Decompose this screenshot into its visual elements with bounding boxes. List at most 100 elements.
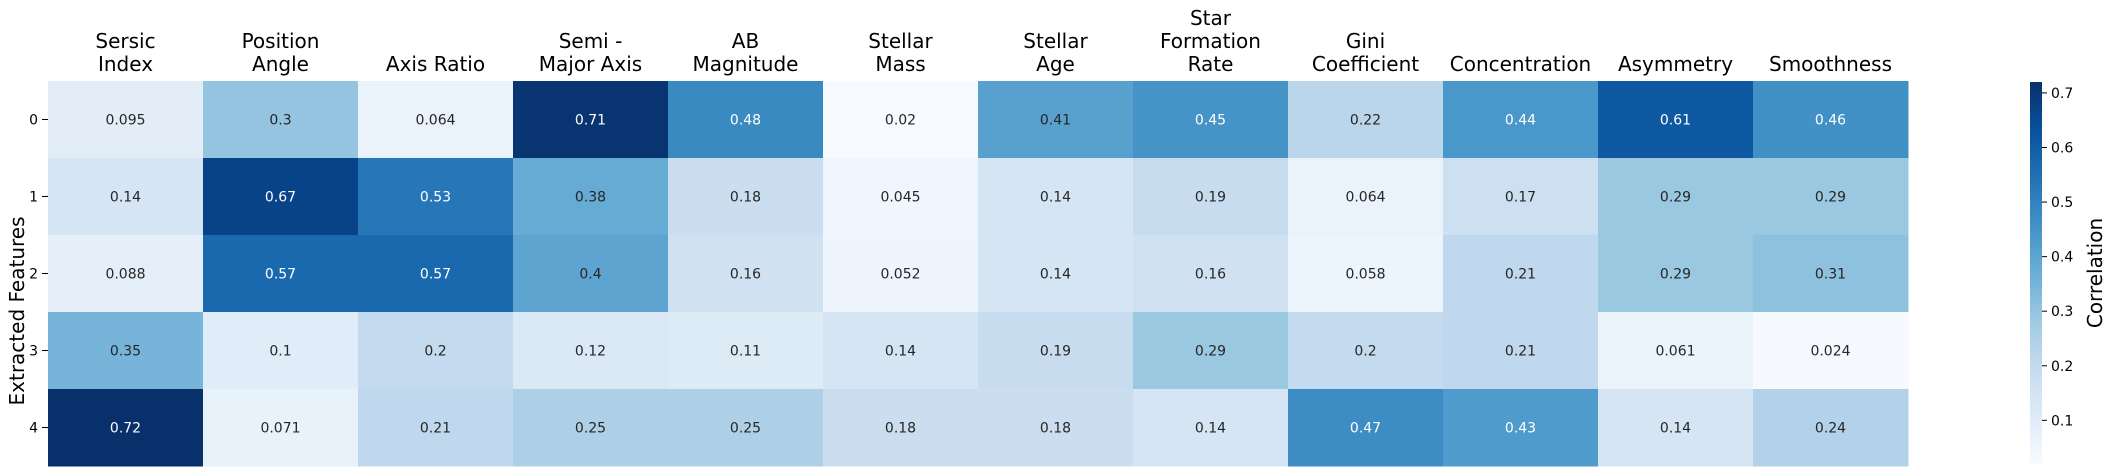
heatmap-cell — [1288, 81, 1444, 159]
heatmap-cell — [1598, 312, 1754, 390]
heatmap-cell — [668, 312, 824, 390]
column-label: Position — [242, 29, 320, 53]
cell-value-label: 0.12 — [575, 344, 606, 360]
cell-value-label: 0.14 — [1660, 421, 1691, 437]
cell-value-label: 0.22 — [1350, 113, 1381, 129]
cell-value-label: 0.29 — [1195, 344, 1226, 360]
cell-value-label: 0.35 — [110, 344, 141, 360]
cell-value-label: 0.25 — [730, 421, 761, 437]
heatmap-cell — [1753, 158, 1909, 236]
heatmap-cell — [823, 235, 979, 313]
row-label: 1 — [29, 190, 38, 206]
heatmap-cell — [1133, 235, 1289, 313]
colorbar-gradient — [2030, 82, 2042, 464]
cell-value-label: 0.061 — [1655, 344, 1695, 360]
heatmap-cell — [668, 158, 824, 236]
cell-value-label: 0.024 — [1810, 344, 1850, 360]
column-label: Gini — [1346, 29, 1385, 53]
heatmap-cell — [978, 389, 1134, 467]
cell-value-label: 0.19 — [1040, 344, 1071, 360]
column-label: Semi - — [559, 29, 623, 53]
heatmap-cell — [358, 158, 514, 236]
cell-value-label: 0.3 — [269, 113, 291, 129]
cell-value-label: 0.095 — [105, 113, 145, 129]
heatmap-cell — [668, 235, 824, 313]
heatmap-cell — [48, 312, 204, 390]
heatmap-cell — [1443, 312, 1599, 390]
heatmap-cell — [978, 235, 1134, 313]
heatmap-cell — [203, 389, 359, 467]
heatmap-cell — [978, 312, 1134, 390]
cell-value-label: 0.38 — [575, 190, 606, 206]
heatmap-cell — [203, 235, 359, 313]
heatmap-cell — [203, 81, 359, 159]
colorbar-tick-label: 0.5 — [2051, 195, 2073, 211]
heatmap-cell — [513, 158, 669, 236]
heatmap-cell — [1753, 235, 1909, 313]
column-label: Axis Ratio — [386, 52, 485, 76]
cell-value-label: 0.25 — [575, 421, 606, 437]
cell-value-label: 0.44 — [1505, 113, 1536, 129]
cell-value-label: 0.48 — [730, 113, 761, 129]
heatmap-cell — [358, 235, 514, 313]
cell-value-label: 0.57 — [420, 267, 451, 283]
column-label: Sersic — [95, 29, 155, 53]
cell-value-label: 0.2 — [424, 344, 446, 360]
cell-value-label: 0.43 — [1505, 421, 1536, 437]
column-label: AB — [732, 29, 759, 53]
column-label: Angle — [252, 52, 309, 76]
column-label: Coefficient — [1312, 52, 1419, 76]
cell-value-label: 0.052 — [880, 267, 920, 283]
heatmap-cell — [823, 389, 979, 467]
heatmap-cell — [1753, 389, 1909, 467]
column-label: Star — [1190, 6, 1232, 30]
heatmap-cell — [1598, 81, 1754, 159]
heatmap-cell — [513, 389, 669, 467]
heatmap-cell — [358, 389, 514, 467]
colorbar-label: Correlation — [2083, 218, 2107, 328]
cell-value-label: 0.45 — [1195, 113, 1226, 129]
row-label: 4 — [29, 421, 38, 437]
heatmap-cell — [1753, 81, 1909, 159]
heatmap-cell — [1443, 158, 1599, 236]
heatmap-cell — [1288, 235, 1444, 313]
colorbar-tick-label: 0.4 — [2051, 250, 2073, 266]
column-label: Index — [98, 52, 153, 76]
cell-value-label: 0.21 — [1505, 344, 1536, 360]
cell-value-label: 0.058 — [1345, 267, 1385, 283]
heatmap-cell — [48, 81, 204, 159]
cell-value-label: 0.67 — [265, 190, 296, 206]
cell-value-label: 0.14 — [110, 190, 141, 206]
cell-value-label: 0.18 — [885, 421, 916, 437]
cell-value-label: 0.17 — [1505, 190, 1536, 206]
heatmap-cell — [1753, 312, 1909, 390]
column-label: Asymmetry — [1618, 52, 1733, 76]
cell-value-label: 0.02 — [885, 113, 916, 129]
heatmap-cell — [1288, 158, 1444, 236]
cell-value-label: 0.46 — [1815, 113, 1846, 129]
heatmap-cell — [358, 81, 514, 159]
heatmap-cell — [978, 81, 1134, 159]
heatmap-cell — [1288, 389, 1444, 467]
cell-value-label: 0.57 — [265, 267, 296, 283]
heatmap-cell — [1133, 312, 1289, 390]
heatmap-cell — [668, 389, 824, 467]
heatmap-cell — [48, 389, 204, 467]
heatmap-cell — [48, 158, 204, 236]
column-label: Stellar — [868, 29, 933, 53]
y-axis-label: Extracted Features — [5, 217, 29, 406]
heatmap-cell — [1133, 158, 1289, 236]
cell-value-label: 0.21 — [420, 421, 451, 437]
column-label: Mass — [875, 52, 925, 76]
row-label: 3 — [29, 344, 38, 360]
cell-value-label: 0.4 — [579, 267, 601, 283]
heatmap-cell — [1598, 158, 1754, 236]
cell-value-label: 0.045 — [880, 190, 920, 206]
column-label: Major Axis — [539, 52, 642, 76]
heatmap-cell — [48, 235, 204, 313]
heatmap-cell — [1133, 389, 1289, 467]
cell-value-label: 0.24 — [1815, 421, 1846, 437]
column-label: Smoothness — [1769, 52, 1892, 76]
cell-value-label: 0.72 — [110, 421, 141, 437]
cell-value-label: 0.31 — [1815, 267, 1846, 283]
